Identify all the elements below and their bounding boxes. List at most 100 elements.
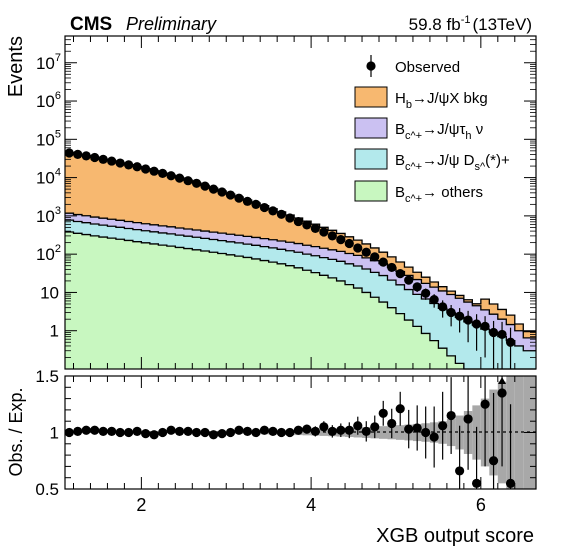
ratio-points bbox=[64, 376, 516, 489]
lumi-label: 59.8 fb-1 (13TeV) bbox=[409, 14, 532, 34]
observed-point bbox=[429, 295, 439, 305]
legend-label: Bc^+→J/ψτh ν bbox=[395, 121, 483, 142]
y-tick-label: 104 bbox=[36, 167, 61, 188]
observed-point bbox=[446, 307, 456, 318]
observed-point bbox=[98, 154, 108, 164]
ratio-point bbox=[361, 426, 371, 436]
stack-fill-others bbox=[65, 231, 536, 369]
y-tick-label: 107 bbox=[36, 52, 61, 73]
events-axis-title: Events bbox=[5, 36, 27, 97]
legend-entry-ds: Bc^+→J/ψ Ds^(*)+ bbox=[354, 148, 510, 173]
ratio-point bbox=[81, 425, 91, 435]
observed-point bbox=[319, 227, 329, 237]
observed-point bbox=[132, 162, 142, 172]
ratio-point bbox=[505, 478, 516, 488]
y-tick-label: 1 bbox=[50, 322, 59, 341]
legend-label: Bc^+→J/ψ Ds^(*)+ bbox=[395, 152, 510, 173]
ratio-point bbox=[446, 410, 456, 421]
ratio-point bbox=[285, 427, 295, 438]
ratio-point bbox=[319, 422, 329, 432]
observed-point bbox=[166, 171, 176, 181]
observed-point bbox=[480, 321, 490, 331]
ratio-point bbox=[429, 432, 439, 442]
legend-entry-observed: Observed bbox=[366, 55, 460, 77]
events-axis-ticks: 1 10 102 103 104 105 106 107 bbox=[36, 35, 536, 370]
observed-point bbox=[302, 220, 312, 230]
y-tick-label: 105 bbox=[36, 128, 61, 149]
ratio-point bbox=[455, 466, 465, 476]
observed-point bbox=[64, 148, 74, 158]
observed-point bbox=[276, 209, 287, 219]
observed-point bbox=[327, 231, 337, 241]
uncertainty-band-bin bbox=[395, 425, 405, 440]
ratio-point bbox=[268, 426, 278, 436]
ratio-point bbox=[438, 421, 448, 431]
ratio-point bbox=[200, 427, 210, 438]
observed-point bbox=[251, 199, 261, 209]
observed-point bbox=[344, 238, 354, 249]
lumi-value: 59.8 bbox=[409, 15, 442, 34]
ratio-point bbox=[488, 456, 499, 466]
ratio-point bbox=[463, 414, 473, 424]
ratio-point bbox=[421, 427, 431, 438]
ratio-point bbox=[404, 424, 414, 434]
cms-label: CMS bbox=[70, 14, 112, 35]
y-tick-label: 103 bbox=[36, 205, 61, 226]
ratio-point bbox=[174, 426, 185, 436]
x-axis-title: XGB output score bbox=[376, 525, 534, 547]
ratio-point bbox=[234, 425, 244, 435]
ratio-point bbox=[293, 425, 303, 435]
observed-point bbox=[200, 181, 210, 191]
observed-point bbox=[157, 168, 168, 178]
observed-point bbox=[395, 269, 405, 279]
ratio-point bbox=[157, 427, 168, 438]
observed-point bbox=[370, 252, 380, 262]
ratio-y-tick-label: 1.5 bbox=[35, 367, 59, 386]
ratio-point bbox=[336, 425, 346, 435]
observed-point bbox=[208, 184, 219, 194]
x-tick-label: 4 bbox=[306, 495, 316, 515]
observed-point bbox=[149, 166, 159, 176]
ratio-point bbox=[412, 423, 422, 433]
ratio-point bbox=[327, 426, 337, 436]
observed-point bbox=[234, 193, 244, 203]
observed-point bbox=[455, 311, 465, 321]
ratio-y-tick-label: 1 bbox=[50, 424, 59, 443]
legend-entry-others: Bc^+→ others bbox=[354, 180, 483, 205]
events-panel-frame bbox=[64, 35, 537, 370]
legend-marker bbox=[366, 61, 376, 71]
ratio-overflow-arrow bbox=[498, 377, 507, 384]
ratio-point bbox=[225, 427, 236, 438]
observed-points bbox=[64, 148, 516, 369]
observed-point bbox=[81, 151, 91, 161]
observed-point bbox=[293, 216, 303, 227]
stacked-fills bbox=[65, 152, 536, 369]
ratio-point bbox=[276, 427, 287, 438]
ratio-point bbox=[370, 422, 380, 432]
ratio-point bbox=[149, 430, 159, 440]
x-tick-label: 2 bbox=[136, 495, 146, 515]
observed-point bbox=[115, 158, 125, 168]
y-tick-label: 106 bbox=[36, 90, 61, 111]
legend-label: Hb→J/ψX bkg bbox=[395, 90, 488, 111]
ratio-point bbox=[90, 425, 100, 435]
legend: Observed Hb→J/ψX bkg Bc^+→J/ψτh ν Bc^+→J/ψ … bbox=[354, 55, 510, 205]
ratio-point bbox=[353, 421, 363, 431]
ratio-y-tick-label: 0.5 bbox=[35, 480, 59, 499]
observed-point bbox=[421, 288, 431, 298]
ratio-panel: 2 4 6 0.5 1 1.5 bbox=[35, 367, 537, 515]
observed-point bbox=[107, 156, 117, 166]
uncertainty-band-bin bbox=[514, 376, 524, 489]
events-panel: 1 10 102 103 104 105 106 107 bbox=[36, 35, 537, 370]
ratio-point bbox=[191, 427, 202, 438]
x-tick-label: 6 bbox=[476, 495, 486, 515]
ratio-point bbox=[107, 426, 117, 436]
ratio-point bbox=[132, 426, 142, 436]
observed-point bbox=[90, 152, 100, 163]
lumi-exponent: -1 bbox=[461, 14, 471, 26]
observed-point bbox=[438, 302, 448, 312]
observed-point bbox=[463, 315, 473, 325]
legend-entry-hb_bkg: Hb→J/ψX bkg bbox=[354, 86, 488, 111]
ratio-point bbox=[387, 418, 397, 429]
ratio-point bbox=[217, 429, 227, 439]
